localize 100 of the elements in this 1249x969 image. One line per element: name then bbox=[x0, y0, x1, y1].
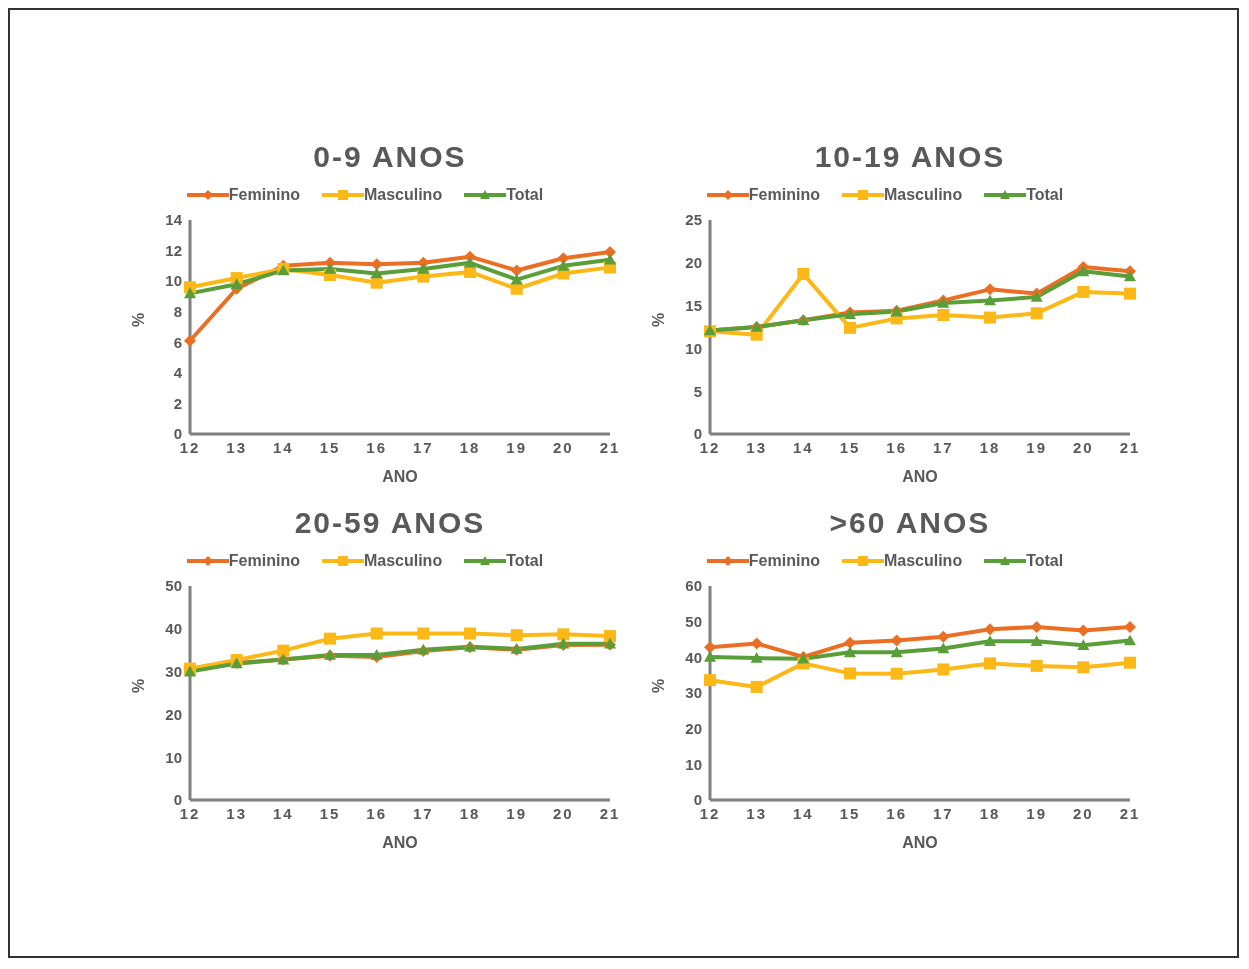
x-axis-title: ANO bbox=[382, 468, 418, 485]
x-tick-label: 19 bbox=[1026, 438, 1048, 456]
y-tick-label: 6 bbox=[173, 333, 182, 351]
point bbox=[324, 262, 336, 274]
point bbox=[704, 674, 716, 687]
point bbox=[984, 623, 996, 636]
y-tick-label: 10 bbox=[685, 339, 702, 357]
point bbox=[370, 648, 383, 660]
y-tick-label: 20 bbox=[685, 254, 702, 272]
y-tick-label: 25 bbox=[685, 211, 702, 229]
legend-label: Feminino bbox=[748, 552, 820, 570]
point bbox=[890, 646, 903, 658]
chart-title: 10-19 ANOS bbox=[813, 140, 1007, 175]
y-tick-label: 40 bbox=[165, 620, 182, 638]
x-axis-title: ANO bbox=[902, 468, 938, 485]
y-tick-label: 14 bbox=[165, 211, 183, 229]
x-tick-label: 16 bbox=[886, 438, 908, 456]
y-tick-label: 30 bbox=[165, 662, 182, 680]
point bbox=[937, 630, 950, 643]
point bbox=[1124, 287, 1136, 300]
y-tick-label: 8 bbox=[173, 303, 182, 321]
point bbox=[984, 635, 996, 647]
x-tick-label: 21 bbox=[1119, 804, 1141, 822]
y-tick-label: 40 bbox=[685, 648, 702, 666]
point bbox=[417, 627, 430, 640]
y-tick-label: 2 bbox=[173, 394, 182, 412]
legend-label: Masculino bbox=[363, 186, 443, 204]
y-axis-title: % bbox=[649, 678, 667, 693]
y-tick-label: 0 bbox=[173, 791, 182, 809]
point bbox=[1030, 307, 1043, 320]
x-tick-label: 18 bbox=[979, 438, 1001, 456]
x-tick-label: 21 bbox=[1119, 438, 1141, 456]
point bbox=[844, 321, 856, 334]
point bbox=[1124, 270, 1136, 282]
point bbox=[937, 663, 950, 676]
y-tick-label: 15 bbox=[685, 296, 702, 314]
point bbox=[604, 630, 616, 643]
legend-label: Total bbox=[1026, 552, 1064, 570]
point bbox=[797, 267, 810, 280]
point bbox=[1124, 656, 1136, 669]
x-tick-label: 15 bbox=[319, 804, 341, 822]
x-tick-label: 15 bbox=[319, 438, 341, 456]
point bbox=[510, 273, 523, 285]
y-tick-label: 20 bbox=[685, 719, 702, 737]
x-tick-label: 20 bbox=[1072, 804, 1094, 822]
point bbox=[370, 276, 383, 289]
y-tick-label: 20 bbox=[165, 705, 182, 723]
point bbox=[1077, 285, 1090, 298]
point bbox=[1124, 621, 1136, 634]
chart-title: 20-59 ANOS bbox=[293, 506, 487, 541]
y-tick-label: 4 bbox=[173, 364, 183, 382]
legend-label: Masculino bbox=[363, 552, 443, 570]
point bbox=[464, 256, 476, 268]
legend-label: Total bbox=[1026, 186, 1064, 204]
point bbox=[844, 636, 856, 649]
legend-label: Feminino bbox=[228, 186, 300, 204]
point bbox=[184, 287, 196, 299]
point bbox=[464, 627, 476, 640]
point bbox=[230, 278, 243, 289]
x-tick-label: 20 bbox=[1072, 438, 1094, 456]
y-tick-label: 50 bbox=[685, 612, 702, 630]
point bbox=[1030, 291, 1043, 302]
y-tick-label: 50 bbox=[165, 577, 182, 595]
legend-label: Feminino bbox=[228, 552, 300, 570]
x-tick-label: 20 bbox=[552, 438, 574, 456]
point bbox=[557, 628, 570, 641]
point bbox=[1030, 659, 1043, 672]
point bbox=[1124, 634, 1136, 646]
point bbox=[704, 641, 716, 654]
legend-label: Total bbox=[506, 552, 544, 570]
point bbox=[417, 262, 430, 274]
x-tick-label: 21 bbox=[599, 438, 621, 456]
x-tick-label: 16 bbox=[886, 804, 908, 822]
x-tick-label: 21 bbox=[599, 804, 621, 822]
legend-label: Feminino bbox=[748, 186, 820, 204]
point bbox=[1077, 661, 1090, 674]
x-tick-label: 13 bbox=[226, 438, 248, 456]
point bbox=[510, 264, 523, 277]
point bbox=[324, 632, 336, 645]
x-tick-label: 18 bbox=[459, 804, 481, 822]
y-axis-title: % bbox=[649, 312, 667, 327]
x-tick-label: 15 bbox=[839, 804, 861, 822]
y-tick-label: 10 bbox=[685, 755, 702, 773]
x-tick-label: 17 bbox=[932, 804, 954, 822]
x-tick-label: 13 bbox=[746, 438, 768, 456]
y-axis-title: % bbox=[129, 678, 147, 693]
x-tick-label: 14 bbox=[792, 804, 814, 822]
point bbox=[557, 259, 570, 271]
y-tick-label: 5 bbox=[693, 382, 702, 400]
chart-title: >60 ANOS bbox=[828, 506, 992, 541]
x-tick-label: 14 bbox=[792, 438, 814, 456]
x-tick-label: 15 bbox=[839, 438, 861, 456]
point bbox=[844, 667, 856, 680]
legend-label: Total bbox=[506, 186, 544, 204]
point bbox=[984, 283, 996, 296]
x-tick-label: 14 bbox=[272, 804, 294, 822]
x-tick-label: 13 bbox=[226, 804, 248, 822]
x-tick-label: 16 bbox=[366, 804, 388, 822]
point bbox=[704, 650, 716, 662]
point bbox=[1077, 265, 1090, 277]
